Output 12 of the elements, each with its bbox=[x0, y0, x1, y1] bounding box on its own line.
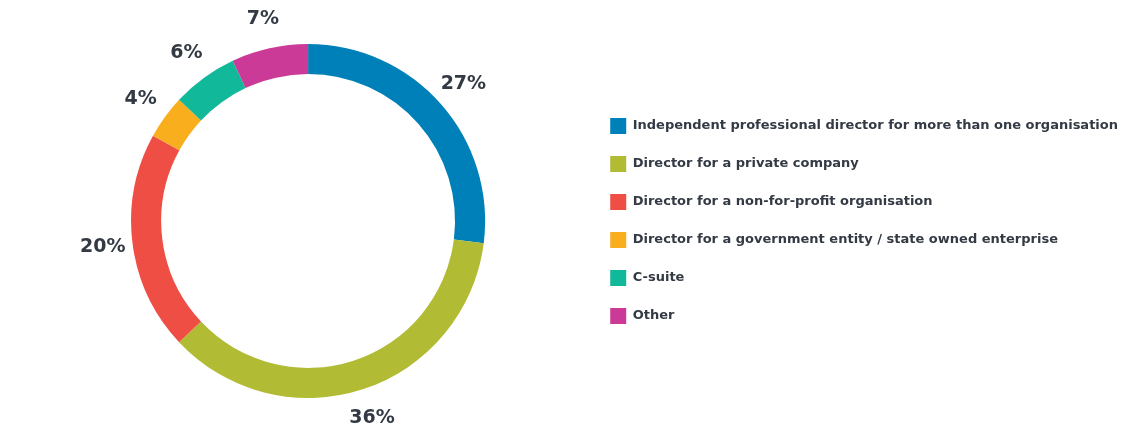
legend-label: Other bbox=[632, 307, 676, 323]
legend-label: C-suite bbox=[632, 269, 685, 285]
data-label: 27% bbox=[440, 71, 487, 94]
legend-label: Director for a private company bbox=[632, 155, 860, 171]
data-label: 7% bbox=[246, 5, 280, 28]
legend-label: Independent professional director for more than one organisation bbox=[632, 117, 1119, 133]
data-label: 6% bbox=[170, 40, 203, 63]
data-label: 20% bbox=[80, 233, 126, 256]
legend-label: Director for a government entity / state owned enterprise bbox=[632, 231, 1059, 247]
data-label: 4% bbox=[124, 86, 157, 109]
legend-label: Director for a non-for-profit organisation bbox=[632, 193, 933, 209]
data-label: 36% bbox=[349, 404, 395, 427]
